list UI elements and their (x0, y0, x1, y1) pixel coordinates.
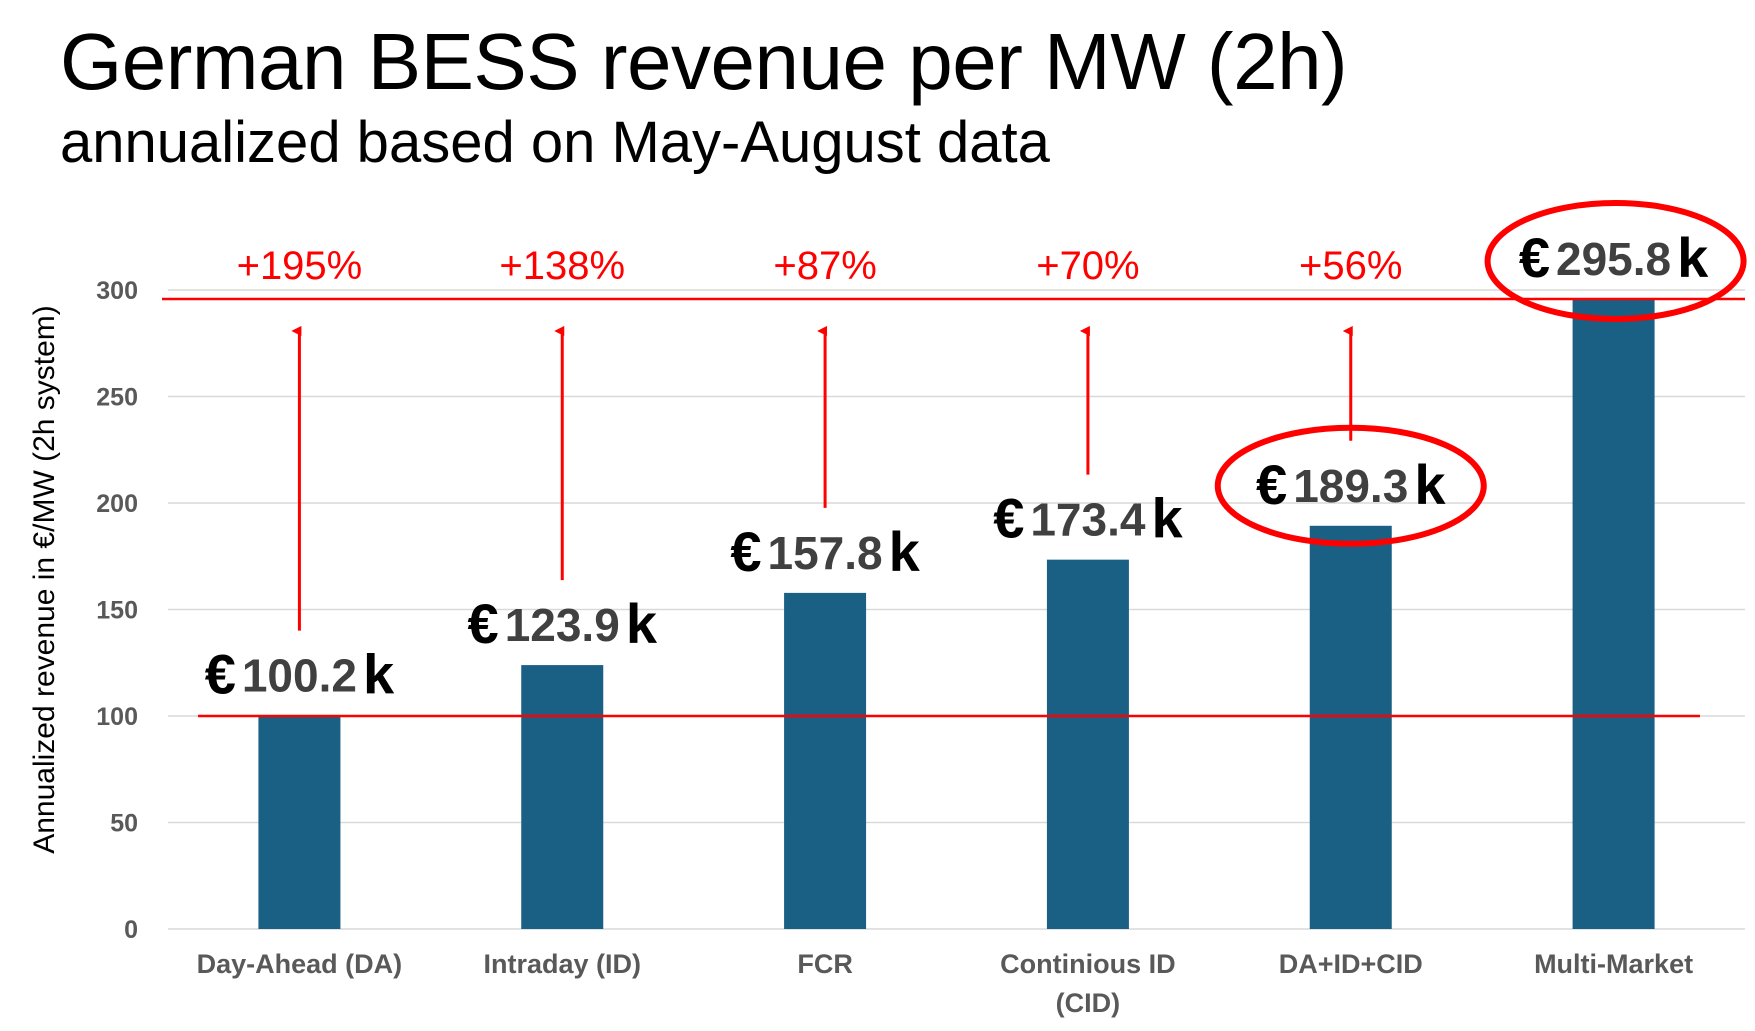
chart-subtitle: annualized based on May-August data (60, 110, 1050, 175)
value-label-currency: € (1256, 453, 1287, 516)
bar (784, 592, 867, 929)
value-label-number: 295.8 (1556, 233, 1671, 285)
y-tick-label: 150 (96, 597, 138, 625)
value-label: €157.8 k (730, 520, 920, 583)
chart-title: German BESS revenue per MW (2h) (60, 17, 1348, 106)
value-label-currency: € (730, 520, 761, 583)
y-tick-label: 300 (96, 277, 138, 305)
x-category-label: FCR (797, 949, 853, 979)
uplift-percentage-label: +56% (1299, 244, 1402, 288)
value-label: €173.4 k (993, 487, 1183, 550)
uplift-percentage-label: +87% (773, 244, 876, 288)
y-tick-label: 250 (96, 384, 138, 412)
value-label-number: 100.2 (242, 650, 357, 702)
uplift-percentage-label: +195% (237, 244, 363, 288)
value-label-number: 157.8 (768, 527, 883, 579)
x-category-label: Intraday (ID) (483, 949, 641, 979)
value-label-number: 123.9 (505, 599, 620, 651)
uplift-percentage-label: +70% (1036, 244, 1139, 288)
uplift-percentage-label: +138% (499, 244, 625, 288)
value-label: €295.8 k (1519, 226, 1709, 289)
value-label-suffix: k (626, 592, 658, 655)
value-label-suffix: k (1151, 487, 1183, 550)
x-category-label: (CID) (1056, 988, 1120, 1018)
y-tick-label: 50 (110, 810, 138, 838)
value-label-currency: € (993, 487, 1024, 550)
value-label: €100.2 k (205, 643, 395, 706)
bar (258, 715, 341, 929)
value-label-currency: € (468, 592, 499, 655)
value-label: €189.3 k (1256, 453, 1446, 516)
x-category-label: Continious ID (1000, 949, 1175, 979)
y-tick-label: 100 (96, 703, 138, 731)
value-label-suffix: k (1677, 226, 1709, 289)
value-label: €123.9 k (468, 592, 658, 655)
bar (1046, 559, 1129, 929)
value-label-number: 173.4 (1030, 494, 1146, 546)
value-label-number: 189.3 (1293, 460, 1408, 512)
x-category-label: Multi-Market (1534, 949, 1693, 979)
value-label-suffix: k (1414, 453, 1446, 516)
value-label-suffix: k (889, 520, 921, 583)
value-label-currency: € (1519, 226, 1550, 289)
value-label-currency: € (205, 643, 236, 706)
y-axis-label: Annualized revenue in €/MW (2h system) (28, 305, 61, 854)
highlight-circle-multi-market (1484, 199, 1747, 322)
bar (1309, 525, 1392, 929)
x-category-label: Day-Ahead (DA) (197, 949, 403, 979)
value-label-suffix: k (363, 643, 395, 706)
bar (521, 665, 604, 929)
x-category-label: DA+ID+CID (1279, 949, 1423, 979)
y-tick-label: 0 (124, 916, 138, 944)
bar (1572, 298, 1655, 929)
highlight-circle-da-id-cid (1214, 424, 1487, 547)
y-tick-label: 200 (96, 490, 138, 518)
